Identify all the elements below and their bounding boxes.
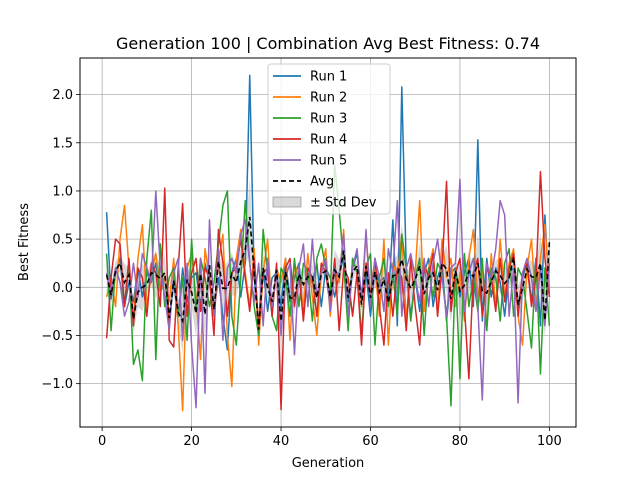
- legend-label: Avg: [310, 175, 334, 190]
- x-axis-label: Generation: [292, 456, 365, 471]
- x-tick-label: 100: [537, 434, 562, 449]
- legend-label: ± Std Dev: [310, 196, 377, 211]
- plot-frame: [79, 57, 577, 428]
- x-tick-label: 60: [362, 434, 379, 449]
- legend-swatch: [272, 196, 302, 208]
- legend-label: Run 3: [310, 112, 347, 127]
- x-tick-label: 40: [273, 434, 290, 449]
- x-tick-label: 80: [452, 434, 469, 449]
- y-axis-ticks: −1.0 −0.5 0.0 0.5 1.0 1.5 2.0: [41, 88, 80, 392]
- y-tick-label: 1.0: [52, 184, 73, 199]
- legend-label: Run 1: [310, 70, 347, 85]
- legend-label: Run 2: [310, 91, 347, 106]
- legend-box: [267, 63, 391, 215]
- avg-series-line: [105, 216, 551, 330]
- y-tick-label: −1.0: [41, 377, 73, 392]
- chart-title: Generation 100 | Combination Avg Best Fi…: [116, 34, 540, 53]
- avg-line: [105, 216, 551, 330]
- legend-label: Run 5: [310, 154, 347, 169]
- y-tick-label: 2.0: [52, 88, 73, 103]
- series-lines: [105, 74, 551, 412]
- y-tick-label: −0.5: [41, 329, 73, 344]
- y-tick-label: 0.0: [52, 281, 73, 296]
- x-tick-label: 20: [183, 434, 200, 449]
- y-tick-label: 0.5: [52, 233, 73, 248]
- legend: Run 1 Run 2 Run 3 Run 4 Run 5 Avg ± Std Dev: [267, 63, 391, 215]
- x-axis-ticks: 0 20 40 60 80 100: [98, 427, 562, 449]
- x-tick-label: 0: [98, 434, 106, 449]
- y-tick-label: 1.5: [52, 136, 73, 151]
- y-axis-label: Best Fitness: [17, 203, 32, 281]
- legend-label: Run 4: [310, 133, 347, 148]
